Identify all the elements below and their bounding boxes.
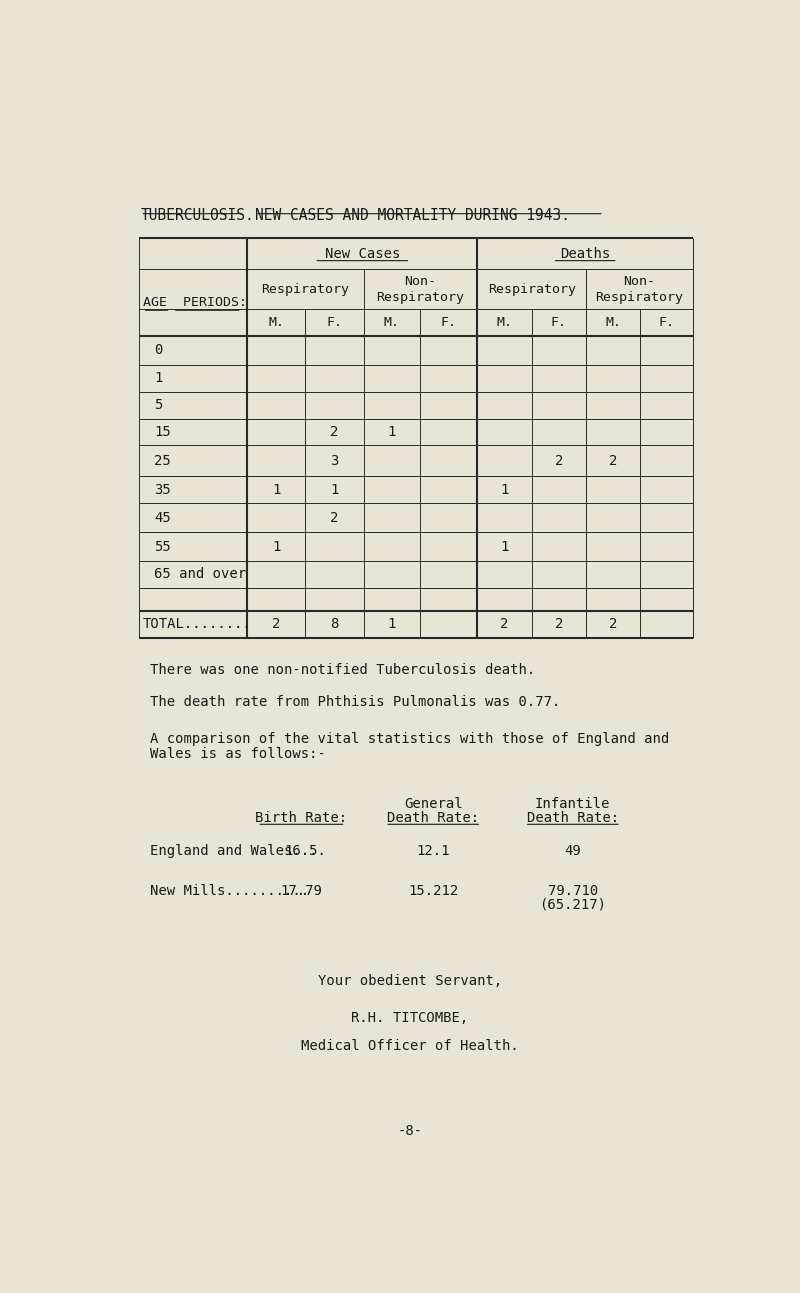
Text: Birth Rate:: Birth Rate: — [255, 811, 347, 825]
Text: Non-
Respiratory: Non- Respiratory — [595, 274, 683, 304]
Text: NEW CASES AND MORTALITY DURING 1943.: NEW CASES AND MORTALITY DURING 1943. — [255, 207, 570, 222]
Text: 1: 1 — [500, 539, 509, 553]
Text: There was one non-notified Tuberculosis death.: There was one non-notified Tuberculosis … — [150, 662, 536, 676]
Text: A comparison of the vital statistics with those of England and: A comparison of the vital statistics wit… — [150, 732, 670, 746]
Text: Respiratory: Respiratory — [488, 283, 576, 296]
Text: 2: 2 — [330, 511, 338, 525]
Text: 1: 1 — [388, 618, 396, 631]
Text: F.: F. — [658, 315, 674, 330]
Text: 2: 2 — [609, 618, 618, 631]
Text: F.: F. — [441, 315, 457, 330]
Text: R.H. TITCOMBE,: R.H. TITCOMBE, — [351, 1011, 469, 1024]
Text: Wales is as follows:-: Wales is as follows:- — [150, 747, 326, 762]
Text: 2: 2 — [330, 425, 338, 440]
Text: Death Rate:: Death Rate: — [387, 811, 479, 825]
Text: 12.1: 12.1 — [417, 843, 450, 857]
Text: 2: 2 — [554, 454, 563, 468]
Text: 17.79: 17.79 — [281, 883, 322, 897]
Text: 5: 5 — [154, 398, 162, 412]
Text: 49: 49 — [564, 843, 581, 857]
Text: 1: 1 — [272, 539, 281, 553]
Text: 1: 1 — [330, 482, 338, 497]
Text: M.: M. — [384, 315, 400, 330]
Text: 25: 25 — [154, 454, 171, 468]
Text: 2: 2 — [609, 454, 618, 468]
Text: 2: 2 — [500, 618, 509, 631]
Text: M.: M. — [268, 315, 284, 330]
Text: Death Rate:: Death Rate: — [526, 811, 619, 825]
Text: Your obedient Servant,: Your obedient Servant, — [318, 974, 502, 988]
Text: 1: 1 — [388, 425, 396, 440]
Text: 1: 1 — [272, 482, 281, 497]
Text: New Cases: New Cases — [325, 247, 400, 261]
Text: 3: 3 — [330, 454, 338, 468]
Text: M.: M. — [605, 315, 621, 330]
Text: New Mills..........: New Mills.......... — [150, 883, 310, 897]
Text: 2: 2 — [272, 618, 281, 631]
Text: 65 and over: 65 and over — [154, 568, 246, 582]
Text: TUBERCULOSIS.: TUBERCULOSIS. — [140, 207, 254, 222]
Text: TOTAL........: TOTAL........ — [142, 618, 251, 631]
Text: 35: 35 — [154, 482, 171, 497]
Text: Respiratory: Respiratory — [262, 283, 350, 296]
Text: General: General — [404, 798, 462, 811]
Text: 1: 1 — [500, 482, 509, 497]
Text: 2: 2 — [554, 618, 563, 631]
Text: England and Wales....: England and Wales.... — [150, 843, 326, 857]
Text: Medical Officer of Health.: Medical Officer of Health. — [301, 1040, 519, 1053]
Text: Deaths: Deaths — [560, 247, 610, 261]
Text: -8-: -8- — [398, 1124, 422, 1138]
Text: Infantile: Infantile — [535, 798, 610, 811]
Text: 0: 0 — [154, 344, 162, 357]
Text: 1: 1 — [154, 371, 162, 385]
Text: M.: M. — [497, 315, 513, 330]
Text: 15: 15 — [154, 425, 171, 440]
Text: 8: 8 — [330, 618, 338, 631]
Text: F.: F. — [326, 315, 342, 330]
Text: The death rate from Phthisis Pulmonalis was 0.77.: The death rate from Phthisis Pulmonalis … — [150, 694, 561, 709]
Text: Non-
Respiratory: Non- Respiratory — [377, 274, 465, 304]
Text: (65.217): (65.217) — [539, 897, 606, 912]
Text: F.: F. — [550, 315, 566, 330]
Text: 15.212: 15.212 — [408, 883, 458, 897]
Text: 16.5: 16.5 — [285, 843, 318, 857]
Text: 45: 45 — [154, 511, 171, 525]
Text: AGE  PERIODS:: AGE PERIODS: — [142, 296, 246, 309]
Text: 55: 55 — [154, 539, 171, 553]
Text: 79.710: 79.710 — [548, 883, 598, 897]
